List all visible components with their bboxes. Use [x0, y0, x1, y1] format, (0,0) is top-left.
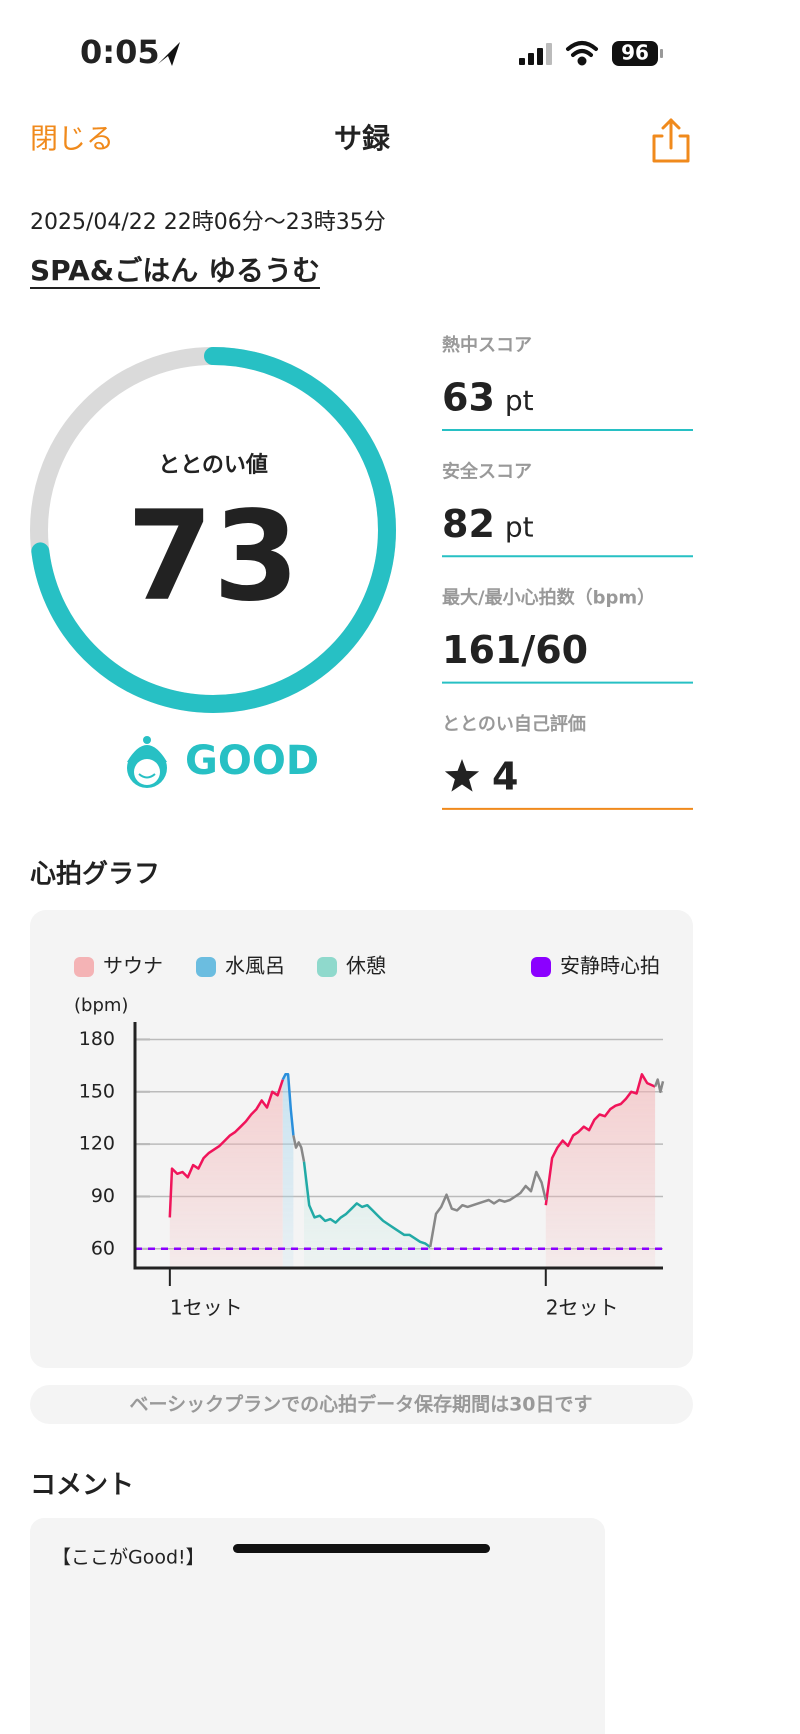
- score-unit: pt: [505, 384, 534, 417]
- home-indicator: [233, 1544, 490, 1553]
- location-icon: [158, 42, 180, 66]
- y-tick-label: 60: [91, 1237, 115, 1259]
- legend-swatch: [531, 957, 551, 977]
- y-tick-label: 90: [91, 1185, 115, 1207]
- wifi-icon: [566, 41, 598, 66]
- gauge-value: 73: [127, 485, 300, 629]
- heart-rate-line: [428, 1170, 548, 1248]
- score-value: 4: [492, 754, 518, 798]
- signal-icon: [519, 43, 552, 65]
- star-icon: [444, 759, 480, 792]
- score-value: 161/60: [442, 628, 588, 672]
- legend-label: サウナ: [103, 954, 163, 978]
- legend-label: 水風呂: [225, 954, 285, 978]
- gauge-label: ととのい値: [158, 453, 268, 478]
- gauge-arc: [30, 347, 396, 713]
- share-button[interactable]: [652, 118, 690, 163]
- rating: GOOD: [185, 738, 319, 784]
- legend-swatch: [196, 957, 216, 977]
- score-label: 熱中スコア: [442, 334, 532, 356]
- y-tick-label: 150: [79, 1080, 115, 1102]
- area-fill: [304, 1161, 431, 1268]
- battery-level: 96: [621, 41, 649, 65]
- x-tick-label: 2セット: [546, 1296, 619, 1320]
- heart-rate-line: [302, 1161, 431, 1249]
- close-button[interactable]: 閉じる: [30, 122, 114, 155]
- heart-rate-line: [653, 1078, 665, 1094]
- notice-pill: [30, 1385, 693, 1424]
- legend-swatch: [317, 957, 337, 977]
- comment-card: [30, 1518, 605, 1734]
- score-unit: pt: [505, 510, 534, 543]
- area-fill: [545, 1074, 656, 1268]
- y-axis-label: (bpm): [74, 995, 128, 1016]
- page-title: サ録: [334, 122, 391, 155]
- score-label: 最大/最小心拍数（bpm）: [442, 587, 655, 609]
- legend-label: 安静時心拍: [560, 954, 660, 978]
- score-label: 安全スコア: [442, 460, 532, 482]
- battery-icon: [612, 41, 658, 66]
- x-tick-label: 1セット: [170, 1296, 243, 1320]
- lines: [168, 1073, 665, 1249]
- battery-tip: [660, 49, 663, 58]
- record-place[interactable]: SPA&ごはん ゆるうむ: [30, 254, 320, 287]
- legend-swatch: [74, 957, 94, 977]
- y-tick-label: 120: [79, 1133, 115, 1155]
- comment-text: 【ここがGood!】: [52, 1547, 205, 1569]
- section-heading: 心拍グラフ: [30, 860, 160, 890]
- legend-label: 休憩: [346, 954, 386, 978]
- areas: [169, 1074, 656, 1268]
- y-tick-label: 180: [79, 1028, 115, 1050]
- section-heading: コメント: [30, 1471, 134, 1501]
- status-time: 0:05: [80, 33, 160, 71]
- area-fill: [169, 1079, 283, 1268]
- heart-rate-line: [292, 1135, 306, 1162]
- heart-rate-line: [544, 1073, 656, 1206]
- heart-rate-line: [281, 1073, 295, 1136]
- score-label: ととのい自己評価: [442, 713, 586, 735]
- heart-rate-line: [168, 1079, 284, 1218]
- notice: ベーシックプランでの心拍データ保存期間は30日です: [129, 1393, 592, 1416]
- record-datetime: 2025/04/22 22時06分〜23時35分: [30, 210, 386, 235]
- score-value: 63: [442, 376, 495, 420]
- rating-icon: [127, 736, 167, 788]
- area-fill: [282, 1074, 294, 1268]
- score-value: 82: [442, 502, 495, 546]
